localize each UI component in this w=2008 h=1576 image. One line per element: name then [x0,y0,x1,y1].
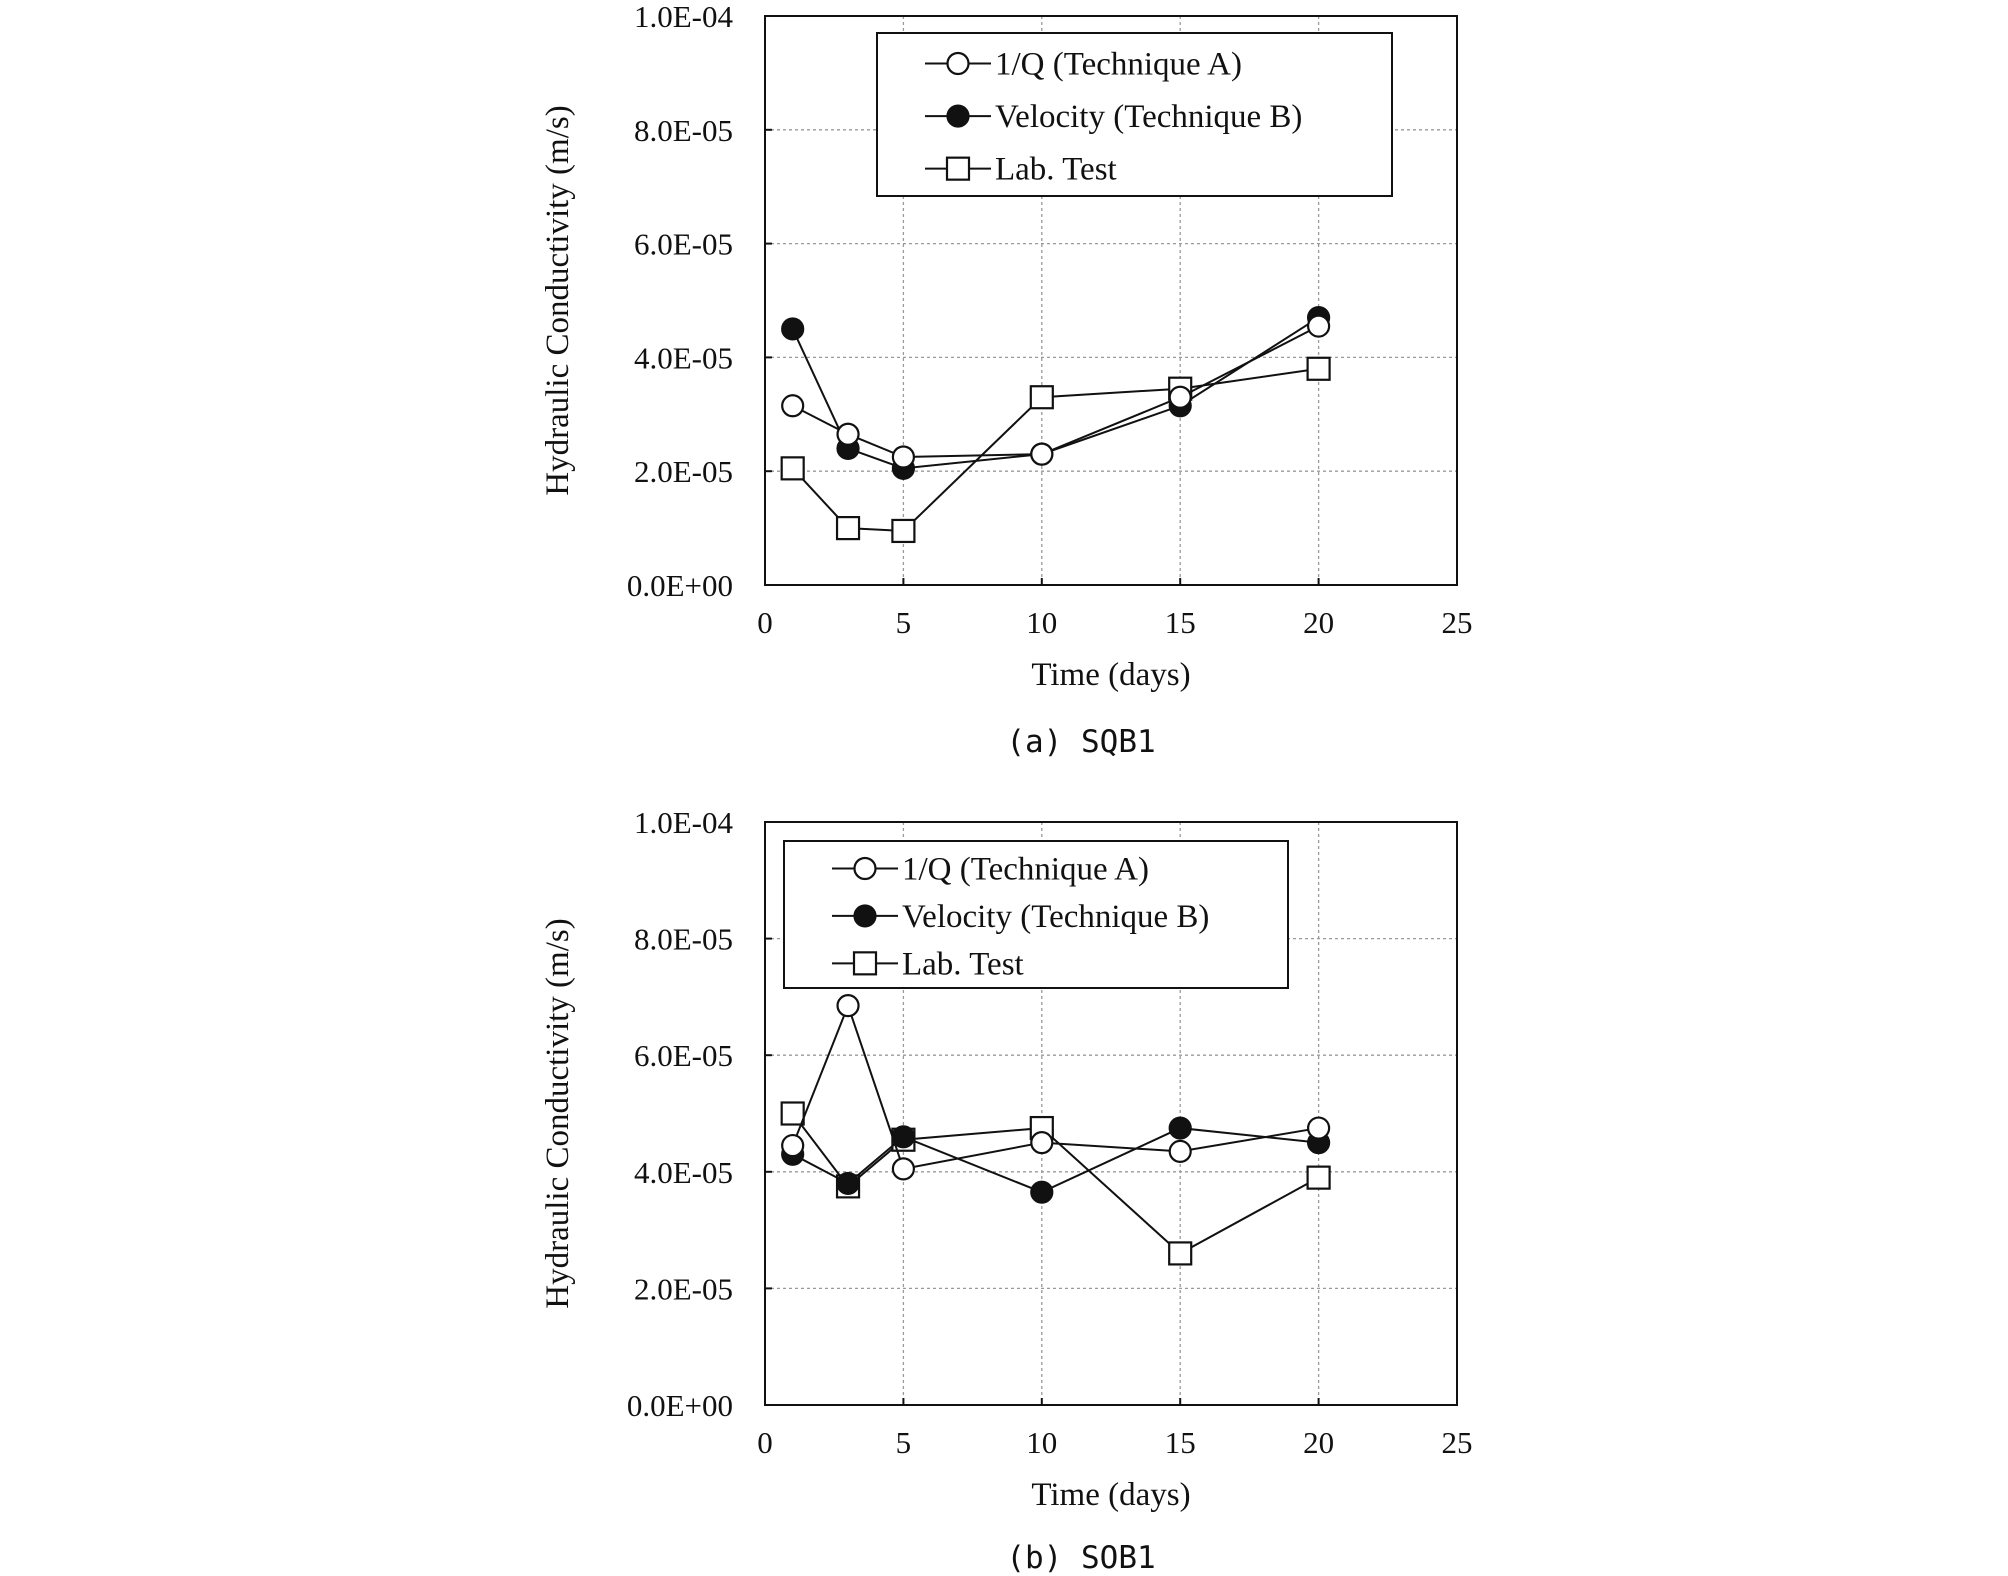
figure-caption: (a) SQB1 [1006,724,1155,760]
y-tick-label: 8.0E-05 [634,113,733,148]
legend-marker [946,51,970,76]
x-tick-label: 10 [1026,1425,1057,1460]
legend: 1/Q (Technique A) Velocity (Technique B) L… [876,32,1393,197]
x-tick-label: 25 [1442,1425,1473,1460]
data-point [1030,1180,1054,1204]
x-tick-label: 10 [1026,605,1057,640]
data-point [780,456,805,481]
y-tick-label: 1.0E-04 [634,805,734,840]
x-tick-label: 5 [896,1425,912,1460]
legend-label: Velocity (Technique B) [995,99,1302,135]
legend-label: 1/Q (Technique A) [902,852,1149,888]
data-point [781,1133,805,1158]
data-point [891,445,916,469]
x-axis-label: Time (days) [1031,657,1190,693]
data-point [1306,314,1331,338]
y-tick-label: 4.0E-05 [634,1155,733,1190]
data-point [836,994,860,1018]
y-tick-label: 1.0E-04 [634,0,734,34]
y-axis-label: Hydraulic Conductivity (m/s) [540,918,576,1308]
x-tick-label: 25 [1442,605,1473,640]
data-point [780,1101,805,1126]
y-axis-label: Hydraulic Conductivity (m/s) [540,105,576,495]
series-line [792,1127,1319,1194]
series-line [791,1002,1319,1171]
legend: 1/Q (Technique A) Velocity (Technique B) L… [783,840,1289,989]
data-point [891,1157,916,1181]
data-point [835,515,861,541]
x-tick-label: 0 [757,605,773,640]
data-point [1306,1116,1331,1140]
data-point [1029,385,1054,410]
data-point [1306,356,1331,381]
legend-label: 1/Q (Technique A) [995,46,1242,82]
chart-panel-b: 0.0E+00 2.0E-05 4.0E-05 6.0E-05 8.0E-05 1.0E-… [540,805,1473,1576]
legend-marker [853,904,877,928]
figure-caption: (b) SOB1 [1006,1540,1155,1576]
data-point [1168,1241,1193,1266]
plot-area-frame [764,821,1458,1406]
series-line [791,316,1320,470]
data-point [836,422,860,446]
series-technique-b [781,1116,1331,1204]
data-point [836,1171,860,1196]
legend-marker [946,104,970,128]
data-point [1168,385,1192,409]
series-line [791,1112,1320,1255]
series-technique-b [781,305,1331,480]
y-tick-label: 4.0E-05 [634,340,733,375]
y-tick-label: 0.0E+00 [627,1388,733,1423]
data-point [1030,442,1054,466]
series-technique-a [781,314,1331,469]
x-tick-label: 15 [1165,605,1196,640]
legend-label: Lab. Test [995,152,1117,188]
data-point [891,518,916,544]
series-lab-test [780,356,1331,544]
data-point [781,394,805,418]
legend-label: Velocity (Technique B) [902,899,1209,935]
y-tick-label: 8.0E-05 [634,922,733,957]
data-point [1306,1165,1331,1190]
chart-panel-a: 0.0E+00 2.0E-05 4.0E-05 6.0E-05 8.0E-05 1.0E-… [540,0,1473,760]
y-tick-label: 2.0E-05 [634,1271,733,1306]
legend-marker [852,951,878,976]
y-tick-label: 6.0E-05 [634,1038,733,1073]
x-axis-label: Time (days) [1031,1477,1190,1513]
legend-label: Lab. Test [902,946,1024,982]
y-tick-label: 6.0E-05 [634,227,733,262]
plot-area-frame [764,15,1458,586]
data-point [1168,1139,1192,1163]
data-point [781,317,805,341]
x-tick-label: 0 [757,1425,773,1460]
series-lab-test [780,1101,1331,1266]
y-tick-label: 2.0E-05 [634,454,733,489]
x-tick-label: 15 [1165,1425,1196,1460]
data-point [1030,1131,1054,1155]
series-technique-a [781,994,1331,1181]
legend-marker [853,856,877,881]
legend-marker [945,156,971,181]
series-line [792,325,1320,458]
x-tick-label: 5 [896,605,912,640]
x-tick-label: 20 [1303,605,1334,640]
data-point [1168,1116,1192,1140]
x-tick-label: 20 [1303,1425,1334,1460]
y-tick-label: 0.0E+00 [627,568,733,603]
